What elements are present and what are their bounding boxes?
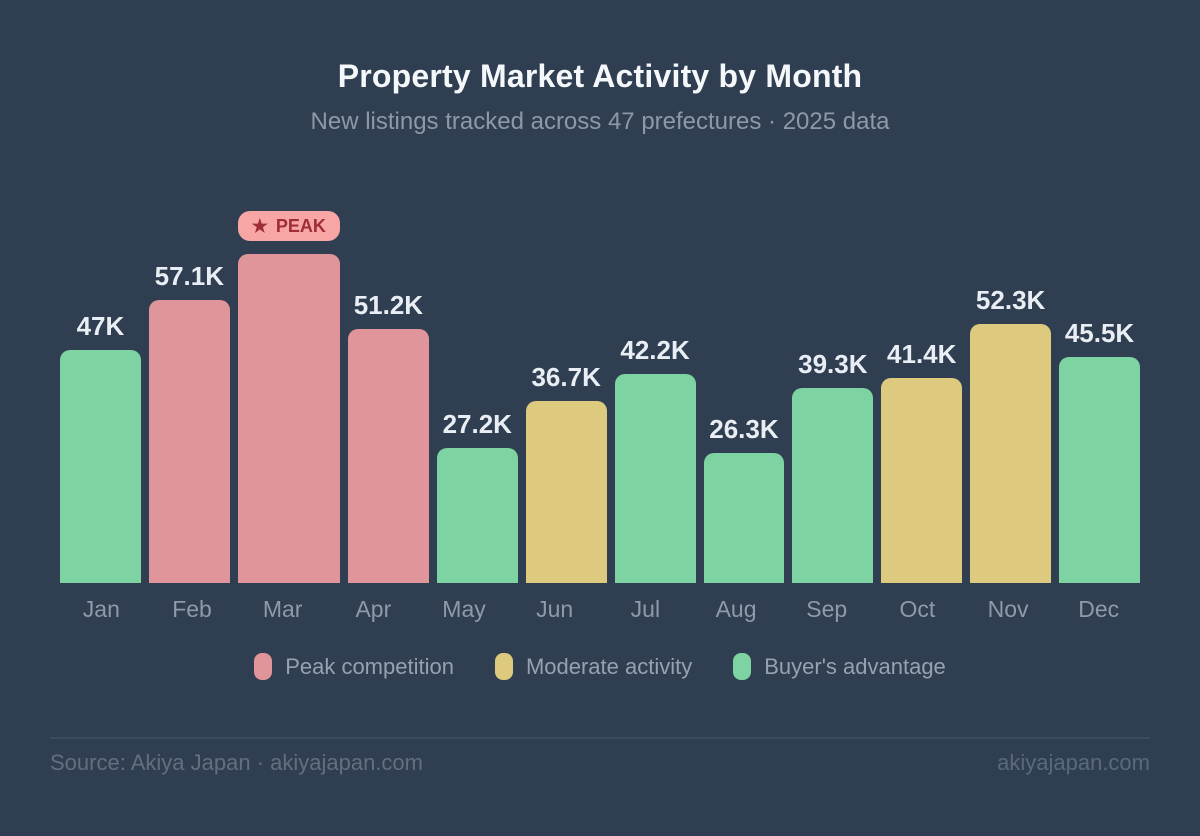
x-axis-label-sep: Sep [806, 596, 848, 622]
x-axis-label-aug: Aug [715, 596, 757, 622]
chart-title: Property Market Activity by Month [337, 58, 863, 94]
footer-divider [50, 737, 1150, 739]
bar-column-feb: 57.1K [148, 211, 230, 583]
value-label-may: 27.2K [442, 409, 512, 440]
value-label-dec: 45.5K [1064, 318, 1135, 349]
x-axis-label-dec: Dec [1078, 596, 1120, 622]
x-axis: Jan Feb Mar Apr May Jun Jul Aug Sep Oct Nov Dec [60, 596, 1140, 623]
bar-column-nov: 52.3K [970, 211, 1052, 583]
footer: Source: Akiya Japan · akiyajapan.com aki… [50, 750, 1150, 776]
bar-column-oct: 41.4K [881, 211, 963, 583]
value-label-jan: 47K [76, 310, 125, 341]
bar-sep [792, 388, 874, 583]
value-label-aug: 26.3K [709, 413, 779, 444]
legend-label-peak: Peak competition [285, 653, 454, 679]
chart-header: Property Market Activity by Month New li… [0, 58, 1200, 136]
bar-column-apr: 51.2K [347, 211, 429, 583]
x-axis-label-may: May [442, 596, 486, 622]
bar-nov [970, 323, 1052, 583]
bar-aug [703, 452, 785, 583]
value-label-apr: 51.2K [353, 290, 424, 320]
bar-column-jan: 47K [60, 211, 141, 583]
bar-may [436, 448, 518, 583]
bar-oct [881, 377, 963, 583]
bar-column-jul: 42.2K [614, 211, 696, 583]
legend-item-buyers: Buyer's advantage [733, 653, 946, 680]
bar-column-dec: 45.5K [1059, 211, 1140, 583]
value-label-nov: 52.3K [975, 284, 1046, 315]
bar-column-sep: 39.3K [792, 211, 874, 583]
bar-dec [1059, 357, 1140, 583]
legend-swatch-peak [254, 653, 273, 680]
x-axis-label-jan: Jan [82, 596, 120, 622]
value-label-sep: 39.3K [798, 349, 868, 380]
legend-swatch-moderate [494, 653, 513, 680]
value-label-jun: 36.7K [531, 362, 601, 392]
peak-badge-label: PEAK [275, 216, 326, 236]
footer-source: Source: Akiya Japan · akiyajapan.com [50, 750, 423, 775]
x-axis-label-nov: Nov [987, 596, 1029, 622]
value-label-feb: 57.1K [154, 260, 225, 291]
bar-column-may: 27.2K [436, 211, 518, 583]
bar-chart-plot-area: 47K 57.1K ★ PEAK 51.2K 27.2K 36.7K 42.2K 26.3K 39… [60, 211, 1140, 583]
legend: Peak competition Moderate activity Buyer's… [0, 653, 1200, 680]
footer-watermark: akiyajapan.com [997, 750, 1150, 775]
legend-label-moderate: Moderate activity [525, 653, 693, 679]
bar-column-jun: 36.7K [525, 211, 607, 583]
legend-item-moderate: Moderate activity [494, 653, 693, 680]
bar-column-mar: ★ PEAK [237, 211, 340, 583]
x-axis-label-oct: Oct [899, 596, 936, 622]
x-axis-label-jul: Jul [630, 596, 661, 622]
x-axis-label-apr: Apr [355, 596, 392, 622]
bar-column-aug: 26.3K [703, 211, 785, 583]
bar-feb [148, 299, 230, 583]
legend-label-buyers: Buyer's advantage [764, 653, 946, 679]
bar-mar [237, 254, 340, 583]
bar-jan [60, 349, 141, 583]
x-axis-label-jun: Jun [536, 596, 574, 622]
x-axis-label-mar: Mar [262, 596, 303, 622]
value-label-oct: 41.4K [887, 338, 957, 369]
bar-apr [347, 329, 429, 583]
value-label-jul: 42.2K [620, 334, 690, 365]
star-icon: ★ [251, 216, 268, 236]
x-axis-label-feb: Feb [172, 596, 212, 622]
peak-badge: ★ PEAK [237, 211, 340, 241]
bar-jul [614, 373, 696, 583]
legend-swatch-buyers [733, 653, 752, 680]
legend-item-peak: Peak competition [254, 653, 454, 680]
chart-subtitle: New listings tracked across 47 prefectur… [310, 108, 890, 135]
bar-jun [525, 401, 607, 583]
